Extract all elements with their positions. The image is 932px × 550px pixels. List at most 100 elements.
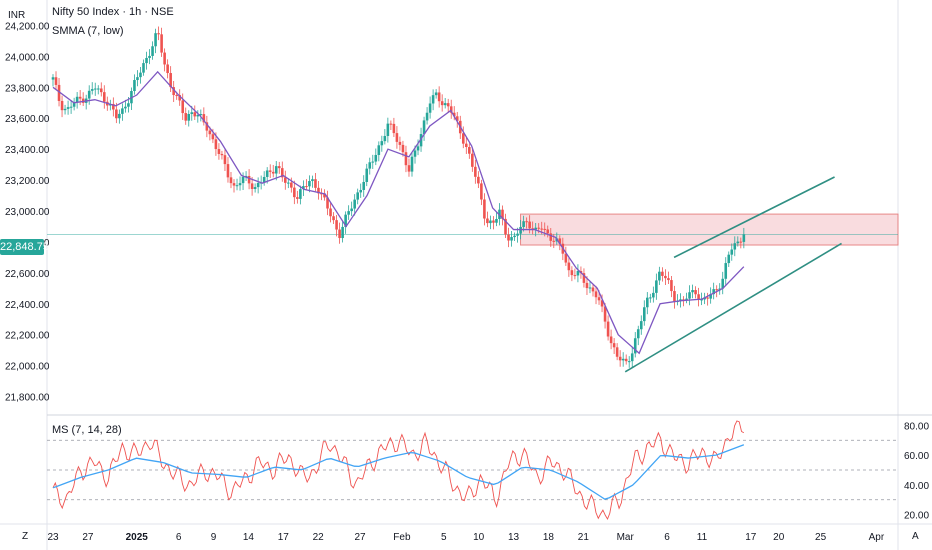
candle-body xyxy=(639,321,643,330)
candle-body xyxy=(492,220,495,223)
candle-body xyxy=(449,106,453,113)
candle-body xyxy=(81,98,85,103)
candle-body xyxy=(151,46,154,56)
time-axis-tick: 20 xyxy=(773,532,785,543)
candle-body xyxy=(413,150,417,157)
candle-body xyxy=(377,145,381,155)
candle-body xyxy=(727,254,731,264)
candle-body xyxy=(202,114,206,123)
candle-body xyxy=(597,297,601,301)
candle-body xyxy=(655,280,658,293)
time-axis-tick: 5 xyxy=(441,532,447,543)
price-axis-tick: 22,200.00 xyxy=(5,331,50,342)
candle-body xyxy=(552,240,556,242)
candle-body xyxy=(78,96,82,99)
candle-body xyxy=(474,166,477,177)
candle-body xyxy=(63,108,67,111)
candle-body xyxy=(519,226,522,234)
candle-body xyxy=(670,280,673,292)
candle-body xyxy=(612,343,616,348)
candle-body xyxy=(229,177,233,184)
candle-body xyxy=(244,175,248,177)
candle-body xyxy=(93,88,97,90)
candle-body xyxy=(582,273,586,283)
candle-body xyxy=(124,106,127,109)
candle-body xyxy=(184,113,188,121)
candle-body xyxy=(618,356,622,361)
candle-body xyxy=(706,297,709,299)
time-axis-tick: 9 xyxy=(211,532,217,543)
candle-body xyxy=(652,292,655,298)
currency-label: INR xyxy=(8,10,26,21)
candle-body xyxy=(688,292,691,299)
candle-body xyxy=(440,101,444,106)
candle-body xyxy=(636,329,640,339)
smma-indicator-label[interactable]: SMMA (7, low) xyxy=(52,25,124,37)
oscillator-axis-tick: 80.00 xyxy=(904,421,929,432)
candle-body xyxy=(673,291,676,303)
candle-body xyxy=(205,122,209,131)
candle-body xyxy=(510,237,513,241)
candle-body xyxy=(471,153,474,167)
candle-body xyxy=(401,144,405,153)
candle-body xyxy=(136,77,139,81)
candle-body xyxy=(389,123,393,125)
candle-body xyxy=(715,289,718,291)
candle-body xyxy=(383,135,387,142)
time-axis-tick: 17 xyxy=(745,532,757,543)
auto-scale-button[interactable]: A xyxy=(912,531,919,542)
candle-body xyxy=(534,227,537,230)
candle-body xyxy=(730,249,734,255)
candle-body xyxy=(181,100,185,114)
candle-body xyxy=(398,141,402,145)
candle-body xyxy=(99,88,103,93)
candle-body xyxy=(51,77,55,80)
candle-body xyxy=(513,235,516,238)
candle-body xyxy=(461,133,465,144)
candle-body xyxy=(271,171,275,174)
candle-body xyxy=(169,73,172,88)
candle-body xyxy=(709,294,712,299)
price-axis-tick: 23,600.00 xyxy=(5,114,50,125)
candle-body xyxy=(667,278,670,281)
candle-body xyxy=(609,336,613,344)
last-price-tag: 22,848.75 xyxy=(0,239,49,255)
candle-body xyxy=(299,189,302,199)
candle-body xyxy=(504,218,507,235)
price-axis-tick: 24,000.00 xyxy=(5,52,50,63)
candle-body xyxy=(241,176,245,184)
candle-body xyxy=(742,234,746,242)
time-axis-tick: 25 xyxy=(815,532,827,543)
candle-body xyxy=(588,287,592,289)
candle-body xyxy=(362,181,366,190)
candle-body xyxy=(661,271,664,276)
candle-body xyxy=(127,103,130,107)
candle-body xyxy=(187,114,191,121)
candle-body xyxy=(262,176,266,183)
candle-body xyxy=(178,95,182,101)
candle-body xyxy=(302,186,305,190)
time-axis-tick: 18 xyxy=(543,532,555,543)
candle-body xyxy=(477,176,480,184)
candle-body xyxy=(368,162,372,169)
candle-body xyxy=(317,187,320,194)
candle-body xyxy=(172,87,175,96)
candle-body xyxy=(419,134,423,147)
candle-body xyxy=(314,179,317,188)
candle-body xyxy=(489,220,492,224)
candle-body xyxy=(736,241,740,244)
candle-body xyxy=(691,290,694,293)
candle-body xyxy=(522,221,525,227)
candle-body xyxy=(630,353,634,362)
candle-body xyxy=(311,179,314,182)
timezone-button[interactable]: Z xyxy=(22,531,29,542)
oscillator-main-line xyxy=(52,420,745,521)
candle-body xyxy=(537,227,541,229)
candle-body xyxy=(57,84,61,101)
candle-body xyxy=(196,114,200,117)
candle-body xyxy=(90,89,94,91)
candle-body xyxy=(344,214,347,227)
oscillator-label[interactable]: MS (7, 14, 28) xyxy=(52,424,122,436)
candle-body xyxy=(712,289,715,295)
